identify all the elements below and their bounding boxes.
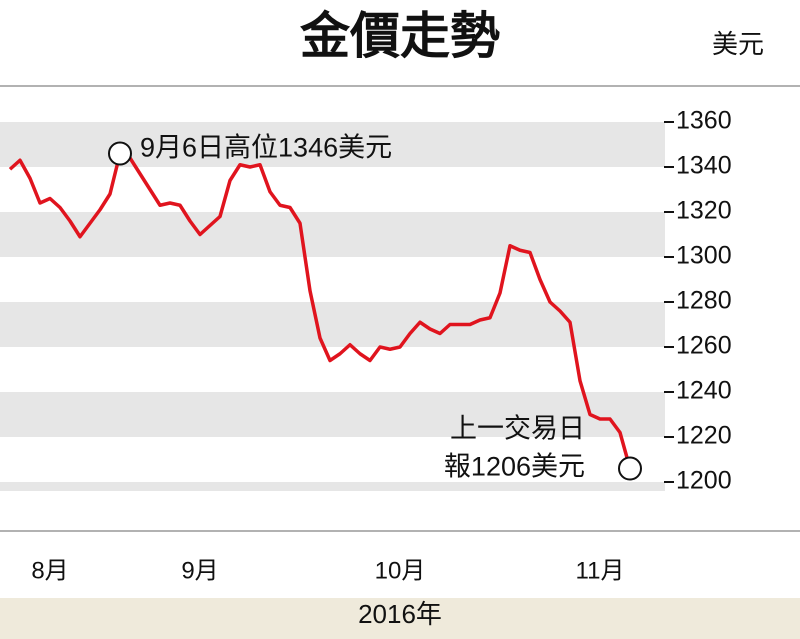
y-tick-label: 1200 bbox=[676, 467, 732, 495]
annotation: 上一交易日 bbox=[450, 414, 585, 444]
y-tick-label: 1360 bbox=[676, 107, 732, 135]
x-tick-label: 9月 bbox=[181, 557, 218, 584]
x-tick-label: 11月 bbox=[576, 557, 625, 584]
y-tick-label: 1300 bbox=[676, 242, 732, 270]
highlight-marker bbox=[108, 141, 132, 166]
y-tick-label: 1220 bbox=[676, 422, 732, 450]
grid-band bbox=[0, 392, 665, 437]
y-tick-label: 1240 bbox=[676, 377, 732, 405]
y-tick-label: 1320 bbox=[676, 197, 732, 225]
highlight-marker bbox=[618, 456, 642, 481]
x-axis-title: 2016年 bbox=[358, 599, 442, 629]
grid-band bbox=[0, 212, 665, 257]
annotation: 報1206美元 bbox=[444, 452, 585, 482]
grid-band bbox=[0, 302, 665, 347]
y-tick-label: 1260 bbox=[676, 332, 732, 360]
y-tick-label: 1280 bbox=[676, 287, 732, 315]
x-tick-label: 10月 bbox=[375, 557, 426, 584]
y-tick-label: 1340 bbox=[676, 152, 732, 180]
footer-band bbox=[0, 598, 800, 639]
unit-label: 美元 bbox=[712, 29, 764, 59]
grid-band bbox=[0, 482, 665, 491]
chart-title: 金價走勢 bbox=[300, 6, 500, 65]
data-line bbox=[8, 151, 632, 469]
x-tick-label: 8月 bbox=[31, 557, 68, 584]
annotation: 9月6日高位1346美元 bbox=[140, 133, 392, 163]
